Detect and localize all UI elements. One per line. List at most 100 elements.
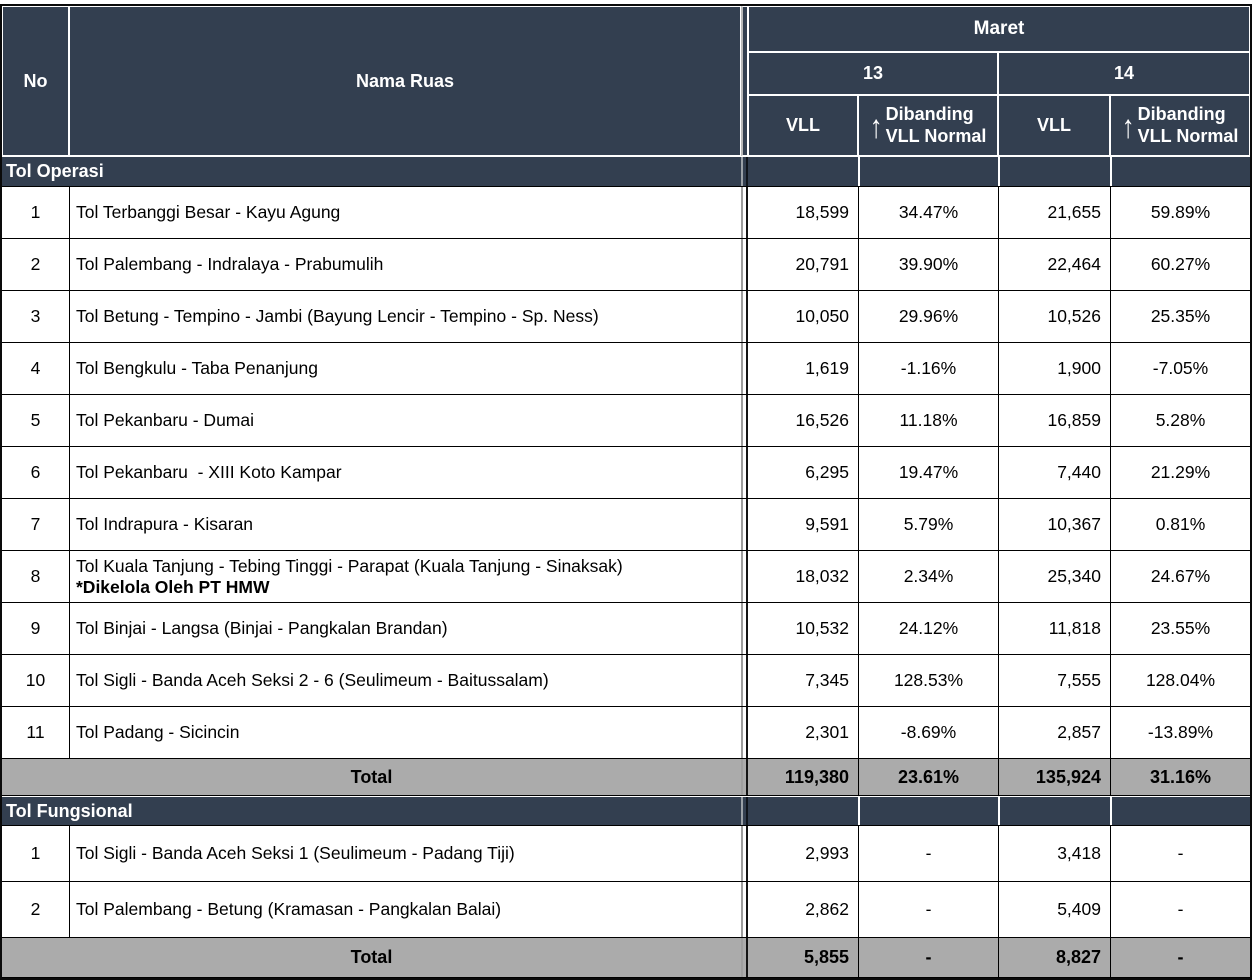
column-divider: [741, 187, 748, 238]
dibanding-13-value: 39.90%: [858, 239, 998, 290]
vll-13-value: 18,599: [795, 202, 849, 222]
table-row: 5 Tol Pekanbaru - Dumai 16,526 11.18% 16,859…: [2, 395, 1250, 447]
section-operasi: Tol Operasi 1 Tol Terbanggi Besar - Kayu A…: [2, 156, 1250, 796]
section-header-cell: [748, 157, 858, 186]
column-divider: [741, 447, 748, 498]
ruas-name: Tol Betung - Tempino - Jambi (Bayung Len…: [76, 306, 599, 326]
row-number: 5: [30, 410, 41, 430]
column-divider: [741, 395, 748, 446]
section-title: Tol Fungsional: [6, 800, 133, 821]
ruas-name: Tol Sigli - Banda Aceh Seksi 1 (Seulimeu…: [76, 843, 515, 863]
row-number: 11: [26, 722, 45, 742]
vll-13-value: 2,862: [805, 899, 849, 919]
dibanding-label-line2: VLL Normal: [1137, 125, 1239, 146]
table-row: 11 Tol Padang - Sicincin 2,301 -8.69% 2,857-…: [2, 707, 1250, 759]
dibanding-label-line1: Dibanding: [1137, 103, 1226, 124]
table-row: 10 Tol Sigli - Banda Aceh Seksi 2 - 6 (Se…: [2, 655, 1250, 707]
row-number: 3: [30, 306, 41, 326]
col-header-nama-ruas: Nama Ruas: [69, 6, 741, 156]
dibanding-13-value: 128.53%: [858, 655, 998, 706]
col-header-dibanding-13: ↑ Dibanding VLL Normal: [858, 95, 998, 156]
total-vll-14: 8,827: [998, 938, 1110, 977]
table-row: 9 Tol Binjai - Langsa (Binjai - Pangkalan…: [2, 603, 1250, 655]
column-divider: [741, 882, 748, 937]
table-body: Tol Operasi 1 Tol Terbanggi Besar - Kayu A…: [2, 156, 1250, 978]
vll-13-value: 18,032: [795, 566, 849, 586]
ruas-name-cell: Tol Padang - Sicincin: [69, 707, 741, 758]
vll-14-value: 10,367: [998, 499, 1110, 550]
ruas-name-cell: Tol Indrapura - Kisaran: [69, 499, 741, 550]
ruas-name-cell: Tol Palembang - Betung (Kramasan - Pangk…: [69, 882, 741, 937]
table-row: 6 Tol Pekanbaru - XIII Koto Kampar 6,295 19…: [2, 447, 1250, 499]
dibanding-13-value: -: [858, 882, 998, 937]
total-dibanding-13: -: [858, 938, 998, 977]
dibanding-13-value: -1.16%: [858, 343, 998, 394]
dibanding-14-value: 5.28%: [1110, 395, 1250, 446]
vll-14-value: 1,900: [998, 343, 1110, 394]
ruas-name-cell: Tol Pekanbaru - Dumai: [69, 395, 741, 446]
dibanding-14-value: -13.89%: [1110, 707, 1250, 758]
vll-13-value: 2,993: [805, 843, 849, 863]
section-header-row: Tol Operasi: [2, 156, 1250, 187]
column-divider: [741, 157, 748, 186]
section-title: Tol Operasi: [6, 161, 104, 181]
up-arrow-icon: ↑: [869, 106, 883, 145]
vll-14-value: 7,555: [998, 655, 1110, 706]
table-row: 8 Tol Kuala Tanjung - Tebing Tinggi - Par…: [2, 551, 1250, 603]
total-row: Total 119,380 23.61% 135,924 31.16%: [2, 759, 1250, 796]
table-row: 3 Tol Betung - Tempino - Jambi (Bayung Le…: [2, 291, 1250, 343]
vll-13-value: 10,050: [795, 306, 849, 326]
section-header-cell: [998, 157, 1110, 186]
total-label: Total: [350, 947, 393, 967]
table-header: No Nama Ruas Maret 13 14 VLL ↑ Dibanding…: [2, 6, 1250, 156]
dibanding-13-value: 5.79%: [858, 499, 998, 550]
total-vll-14: 135,924: [998, 759, 1110, 795]
dibanding-14-value: 23.55%: [1110, 603, 1250, 654]
table-row: 2 Tol Palembang - Indralaya - Prabumulih 2…: [2, 239, 1250, 291]
col-header-vll-13: VLL: [748, 95, 858, 156]
row-number: 2: [30, 899, 41, 919]
vll-14-value: 25,340: [998, 551, 1110, 602]
column-divider: [741, 291, 748, 342]
column-divider: [741, 707, 748, 758]
vll-13-value: 16,526: [795, 410, 849, 430]
section-header-cell: [1110, 157, 1250, 186]
ruas-name: Tol Pekanbaru - Dumai: [76, 410, 254, 430]
row-number: 9: [30, 618, 41, 638]
column-divider: [741, 603, 748, 654]
row-number: 4: [30, 358, 41, 378]
dibanding-13-value: 19.47%: [858, 447, 998, 498]
total-vll-13: 119,380: [784, 766, 849, 787]
vll-13-value: 1,619: [805, 358, 849, 378]
ruas-name-cell: Tol Sigli - Banda Aceh Seksi 2 - 6 (Seul…: [69, 655, 741, 706]
vll-14-value: 3,418: [998, 826, 1110, 881]
total-dibanding-14: -: [1110, 938, 1250, 977]
ruas-name: Tol Terbanggi Besar - Kayu Agung: [76, 202, 341, 222]
col-header-dibanding-14: ↑ Dibanding VLL Normal: [1110, 95, 1250, 156]
row-number: 8: [30, 566, 41, 586]
total-dibanding-14: 31.16%: [1110, 759, 1250, 795]
column-divider: [741, 655, 748, 706]
col-header-no: No: [2, 6, 69, 156]
total-vll-13: 5,855: [803, 947, 849, 967]
ruas-name: Tol Indrapura - Kisaran: [76, 514, 254, 534]
dibanding-13-value: 2.34%: [858, 551, 998, 602]
column-divider: [741, 551, 748, 602]
dibanding-14-value: 24.67%: [1110, 551, 1250, 602]
dibanding-14-value: 60.27%: [1110, 239, 1250, 290]
vll-14-value: 5,409: [998, 882, 1110, 937]
dibanding-14-value: 59.89%: [1110, 187, 1250, 238]
table-row: 4 Tol Bengkulu - Taba Penanjung 1,619 -1.16…: [2, 343, 1250, 395]
ruas-name: Tol Padang - Sicincin: [76, 722, 240, 742]
dibanding-14-value: 0.81%: [1110, 499, 1250, 550]
vll-14-value: 16,859: [998, 395, 1110, 446]
vll-14-value: 21,655: [998, 187, 1110, 238]
ruas-name-cell: Tol Kuala Tanjung - Tebing Tinggi - Para…: [69, 551, 741, 602]
ruas-name-cell: Tol Binjai - Langsa (Binjai - Pangkalan …: [69, 603, 741, 654]
row-number: 1: [30, 202, 41, 222]
column-divider: [741, 826, 748, 881]
dibanding-13-value: -8.69%: [858, 707, 998, 758]
column-divider: [741, 499, 748, 550]
dibanding-13-value: 29.96%: [858, 291, 998, 342]
row-number: 7: [30, 514, 41, 534]
